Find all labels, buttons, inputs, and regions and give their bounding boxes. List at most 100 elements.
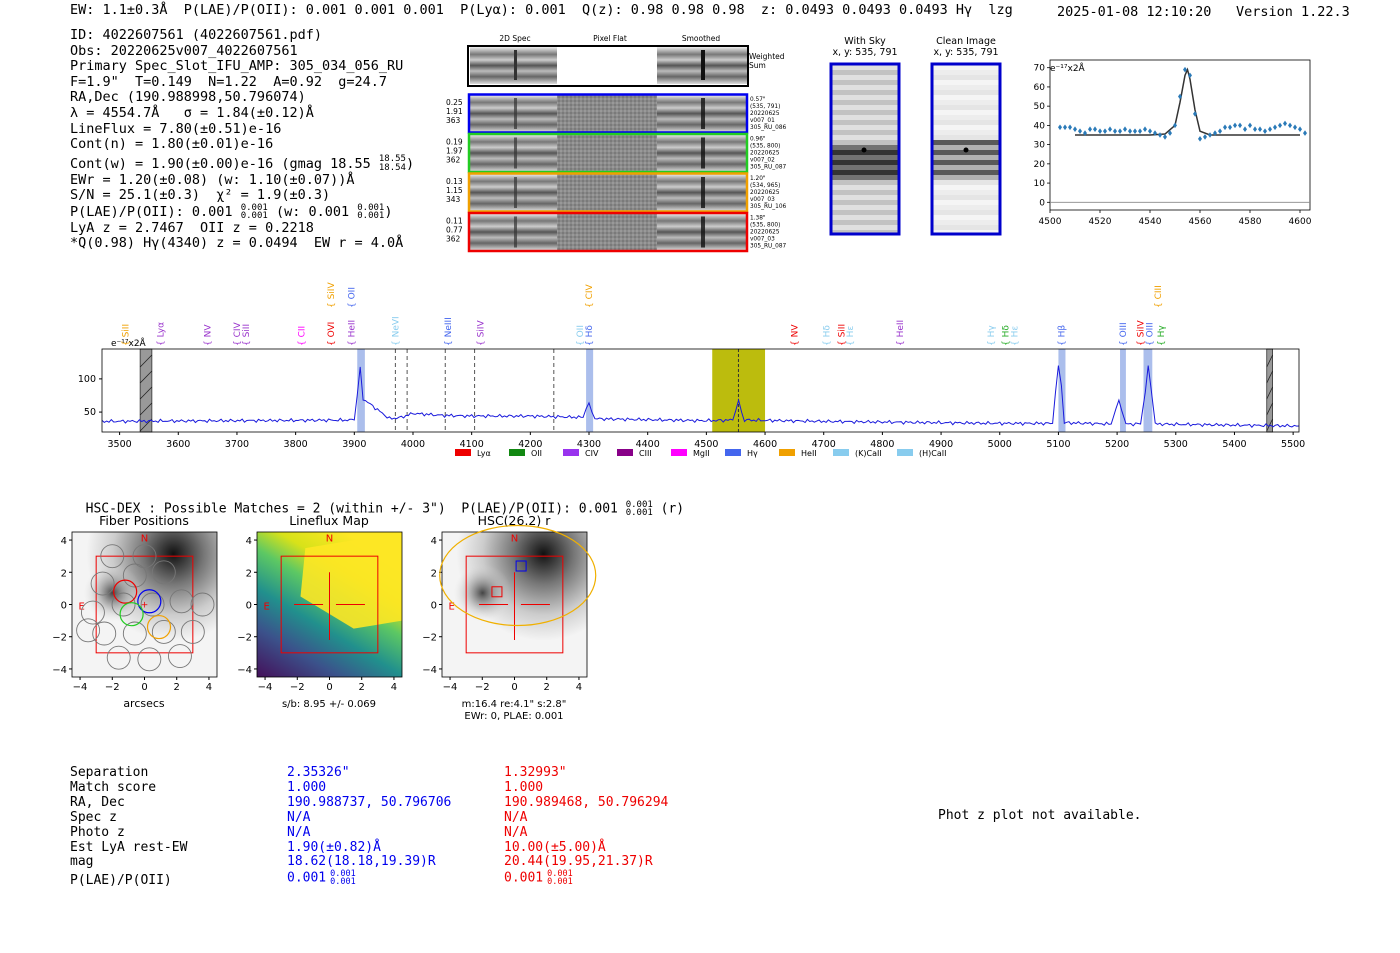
match-table: Separation 2.35326" 1.32993" Match score 1.0… — [70, 765, 669, 889]
spectral-line-label: { Hε — [1010, 326, 1020, 346]
zoom-data-point — [1058, 124, 1062, 131]
hsc-xtick-label: 4 — [576, 682, 582, 693]
spectral-line-label: { NV — [790, 324, 800, 346]
info-ewr: EWr = 1.20(±0.08) (w: 1.10(±0.07))Å — [70, 171, 355, 188]
spectrum-legend-item: HeII — [779, 449, 817, 458]
zoom-ytick-label: 70 — [1034, 64, 1046, 74]
info-lambda: λ = 4554.7Å σ = 1.84(±0.12)Å — [70, 104, 314, 121]
cutout-right-label: v007_02 — [750, 158, 775, 164]
zoom-data-point — [1208, 132, 1212, 138]
spectrum-legend-item: MgII — [671, 449, 710, 458]
match-label: Match score — [70, 779, 157, 795]
zoom-data-point — [1268, 126, 1272, 133]
fiber-circle — [132, 544, 157, 569]
match-2-value: 10.00(±5.00)Å — [504, 839, 606, 855]
spectrum-xtick-label: 5200 — [1105, 439, 1129, 450]
match-table-row: Photo z N/A N/A — [70, 824, 668, 841]
spectral-line-label: { Hγ — [1157, 325, 1167, 346]
fiber-circle — [140, 592, 165, 617]
match-table-row: RA, Dec 190.988737, 50.796706 190.989468, … — [70, 794, 669, 811]
spectral-line-label: { OIII — [1119, 322, 1129, 346]
svg-text:{ HeII: { HeII — [347, 320, 357, 346]
spectrum-xtick-label: 4200 — [518, 439, 542, 450]
match-box-1 — [515, 560, 527, 572]
hsc-panel: −4 −4 −2 −2 0 0 2 2 4 4 N E — [422, 524, 597, 693]
detection-info: ID: 4022607561 (4022607561.pdf) Obs: 202… — [70, 27, 414, 252]
zoom-data-point — [1278, 122, 1282, 129]
cutouts-panel: 2D Spec Pixel Flat Smoothed Weighted Sum… — [440, 30, 800, 260]
spectral-line-label: { SiII — [121, 324, 131, 346]
svg-text:{ NV: { NV — [790, 324, 800, 346]
svg-text:{ CIV: { CIV — [233, 321, 243, 346]
zoom-data-point — [1098, 128, 1102, 134]
header-version: Version 1.22.3 — [1236, 4, 1350, 20]
match-1-value: 1.000 — [287, 779, 327, 795]
cutout-left-label: 362 — [446, 156, 461, 165]
hsc-xtick-label: 0 — [326, 682, 332, 693]
fiber-circle-highlight — [119, 602, 144, 627]
spectrum-highlight-band — [1143, 349, 1153, 432]
spectral-line-label: { CII — [298, 326, 308, 346]
hsc-xlabel-2: EWr: 0, PLAE: 0.001 — [464, 711, 563, 722]
zoom-data-point — [1133, 128, 1137, 134]
zoom-data-point — [1223, 124, 1227, 131]
svg-text:{ Lyα: { Lyα — [157, 322, 167, 346]
spectrum-xtick-label: 5100 — [1046, 439, 1070, 450]
zoom-data-point — [1128, 128, 1132, 134]
sky-panels: With Sky x, y: 535, 791 Clean Image x, y… — [820, 36, 1010, 241]
weighted-sum-row — [467, 45, 749, 87]
fiber-circle — [151, 560, 176, 585]
zoom-data-point — [1273, 124, 1277, 131]
match-2-value: 1.000 — [504, 779, 544, 795]
match-1-value: 190.988737, 50.796706 — [287, 794, 452, 810]
info-plae: P(LAE)/P(OII): 0.001 0.001 0.001 (w: 0.00… — [70, 202, 393, 221]
zoom-data-point — [1303, 130, 1307, 136]
zoom-data-point — [1158, 132, 1162, 138]
fiber-circle — [122, 563, 147, 588]
svg-text:{ OIII: { OIII — [1145, 322, 1155, 346]
match-1-value: N/A — [287, 824, 311, 840]
hsc-xtick-label: 2 — [544, 682, 550, 693]
cutout-left-label: 0.13 — [446, 177, 463, 186]
with-sky-image — [829, 62, 901, 236]
cutout-right-label: 20220625 — [750, 111, 780, 117]
zoom-data-point — [1243, 126, 1247, 133]
spectral-line-label: { Hδ — [823, 325, 833, 346]
match-2-value: 190.989468, 50.796294 — [504, 794, 669, 810]
fiber-circle — [169, 589, 194, 614]
svg-text:{ SiIV: { SiIV — [476, 320, 486, 346]
fiber-circle-highlight — [146, 614, 172, 640]
zoom-data-point — [1198, 136, 1202, 142]
cutout-right-label: v007_03 — [750, 197, 775, 203]
zoom-xtick-label: 4560 — [1189, 217, 1212, 227]
zoom-data-point — [1253, 126, 1257, 133]
spectrum-legend-item: (K)CaII — [833, 449, 882, 458]
match-table-row: Est LyA rest-EW 1.90(±0.82)Å 10.00(±5.00)Å — [70, 839, 668, 856]
cutout-left-label: 0.11 — [446, 217, 463, 226]
hsc-ytick-label: 2 — [246, 568, 252, 579]
spectrum-xtick-label: 4400 — [636, 439, 660, 450]
lineflux-map-title: Lineflux Map — [289, 513, 369, 528]
zoom-data-point — [1183, 66, 1187, 73]
spectral-line-label: { OII — [576, 325, 586, 346]
fiber-circle — [190, 592, 215, 617]
spectral-line-label: { OII — [347, 287, 357, 308]
svg-text:{ HeII: { HeII — [896, 320, 906, 346]
svg-text:{ SiIV: { SiIV — [327, 282, 337, 308]
info-lineflux: LineFlux = 7.80(±0.51)e-16 — [70, 120, 282, 137]
zoom-data-point — [1293, 124, 1297, 131]
fiber-circle — [90, 571, 115, 596]
svg-text:{ CIV: { CIV — [585, 283, 595, 308]
svg-text:{ Hδ: { Hδ — [585, 325, 595, 346]
zoom-ytick-label: 50 — [1034, 102, 1046, 112]
svg-text:{ SiII: { SiII — [837, 324, 847, 346]
spectral-line-label: { OVI — [327, 322, 337, 346]
svg-text:{ NV: { NV — [204, 324, 214, 346]
cutout-right-label: (535, 791) — [750, 104, 780, 110]
hsc-xtick-label: −4 — [443, 682, 458, 693]
spectrum-xtick-label: 3800 — [284, 439, 308, 450]
svg-text:{ Hδ: { Hδ — [1002, 325, 1012, 346]
zoom-data-point — [1288, 122, 1292, 129]
spectrum-xtick-label: 5300 — [1164, 439, 1188, 450]
spectrum-xtick-label: 4300 — [577, 439, 601, 450]
